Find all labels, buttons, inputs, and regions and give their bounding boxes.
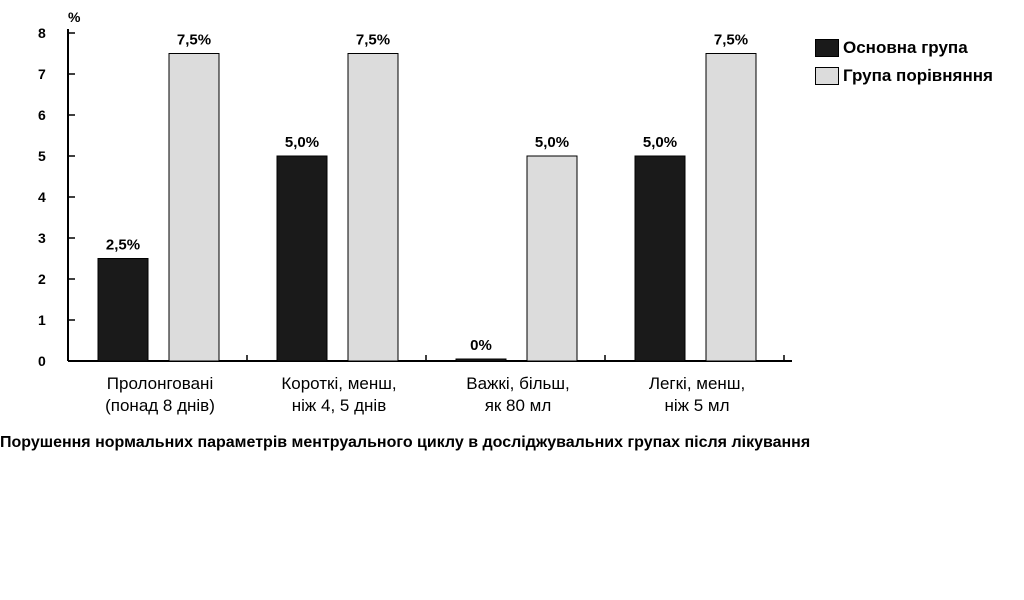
bar-main-group [455,358,507,362]
bar-comparison-group [705,53,757,362]
legend: Основна група Група порівняння [815,37,993,93]
legend-label-main-group: Основна група [843,38,968,57]
x-category-label: як 80 мл [485,396,552,415]
chart-caption: Порушення нормальних параметрів ментруал… [0,434,811,451]
x-category-label: ніж 5 мл [664,396,729,415]
bar-value-label: 0% [470,337,492,354]
y-tick-label: 4 [38,189,46,205]
y-tick-label: 6 [38,107,46,123]
legend-label-comparison-group: Група порівняння [843,66,993,85]
x-category-label: ніж 4, 5 днів [292,396,386,415]
bar-comparison-group [168,53,220,362]
bar-main-group [276,155,328,362]
bar-value-label: 5,0% [535,134,569,151]
bar-comparison-group [526,155,578,362]
y-unit-label: % [68,9,81,25]
y-tick-label: 0 [38,353,46,369]
x-category-label: Короткі, менш, [281,374,396,393]
bar-comparison-group [347,53,399,362]
bar-value-label: 7,5% [356,32,390,49]
bar-value-label: 5,0% [643,134,677,151]
y-tick-label: 8 [38,25,46,41]
y-tick-label: 7 [38,66,46,82]
x-category-label: Пролонговані [107,374,213,393]
legend-swatch-comparison-group [815,67,839,85]
bar-value-label: 7,5% [177,32,211,49]
y-tick-label: 5 [38,148,46,164]
x-category-label: Важкі, більш, [466,374,569,393]
legend-item-comparison-group: Група порівняння [815,65,993,87]
y-tick-label: 1 [38,312,46,328]
bar-main-group [97,258,149,362]
y-tick-label: 3 [38,230,46,246]
bar-chart: 0 1 2 3 4 5 6 7 8% 2,5% 7,5% Пролонговані (понад 8 д… [38,9,792,415]
bar-main-group [634,155,686,362]
y-tick-label: 2 [38,271,46,287]
bar-value-label: 7,5% [714,32,748,49]
x-category-label: Легкі, менш, [649,374,745,393]
x-category-label: (понад 8 днів) [105,396,215,415]
legend-item-main-group: Основна група [815,37,993,59]
bar-value-label: 2,5% [106,237,140,254]
bar-value-label: 5,0% [285,134,319,151]
legend-swatch-main-group [815,39,839,57]
